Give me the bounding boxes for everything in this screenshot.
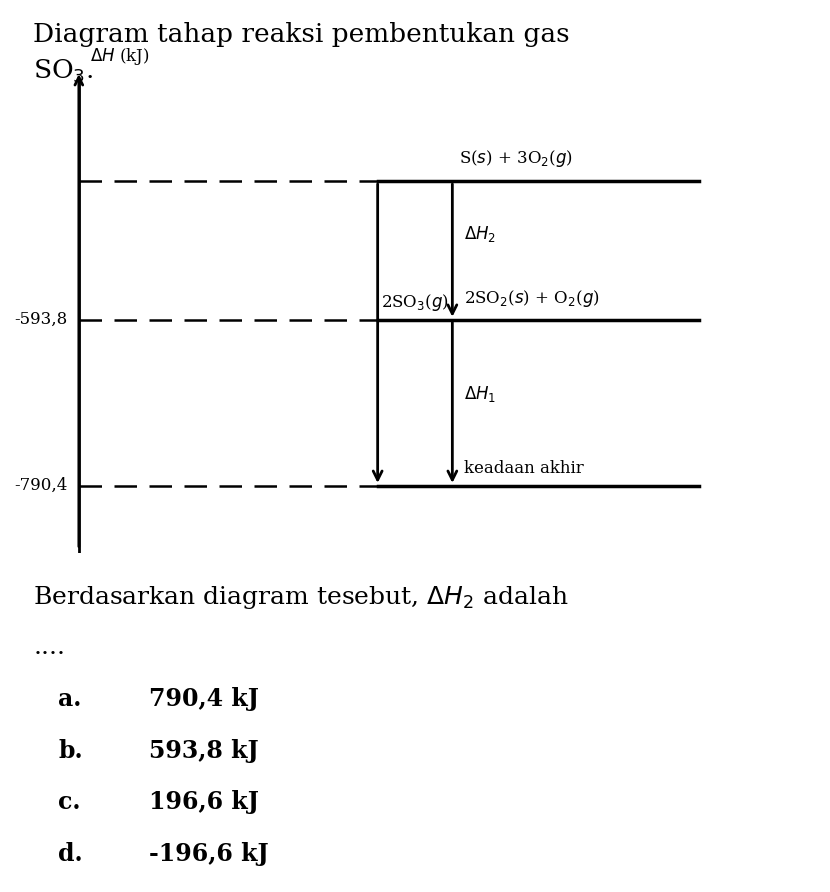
Text: Diagram tahap reaksi pembentukan gas: Diagram tahap reaksi pembentukan gas: [33, 22, 570, 47]
Text: $\Delta H$ (kJ): $\Delta H$ (kJ): [90, 46, 149, 67]
Text: S($s$) + 3O$_2$($g$): S($s$) + 3O$_2$($g$): [459, 147, 573, 169]
Text: b.: b.: [58, 739, 83, 763]
Text: a.: a.: [58, 687, 81, 711]
Text: -196,6 kJ: -196,6 kJ: [149, 842, 269, 866]
Text: $\Delta H_2$: $\Delta H_2$: [464, 224, 496, 244]
Text: 593,8 kJ: 593,8 kJ: [149, 739, 259, 763]
Text: keadaan akhir: keadaan akhir: [464, 460, 583, 477]
Text: 2SO$_2$($s$) + O$_2$($g$): 2SO$_2$($s$) + O$_2$($g$): [464, 288, 599, 310]
Text: d.: d.: [58, 842, 83, 866]
Text: 2SO$_3$($g$): 2SO$_3$($g$): [381, 292, 449, 313]
Text: c.: c.: [58, 790, 81, 814]
Text: ....: ....: [33, 636, 66, 659]
Text: $\Delta H_1$: $\Delta H_1$: [464, 384, 496, 404]
Text: Berdasarkan diagram tesebut, $\Delta H_2$ adalah: Berdasarkan diagram tesebut, $\Delta H_2…: [33, 584, 569, 611]
Text: -790,4: -790,4: [14, 477, 68, 494]
Text: SO$_3$.: SO$_3$.: [33, 58, 94, 86]
Text: 196,6 kJ: 196,6 kJ: [149, 790, 259, 814]
Text: 790,4 kJ: 790,4 kJ: [149, 687, 259, 711]
Text: -593,8: -593,8: [14, 311, 68, 328]
